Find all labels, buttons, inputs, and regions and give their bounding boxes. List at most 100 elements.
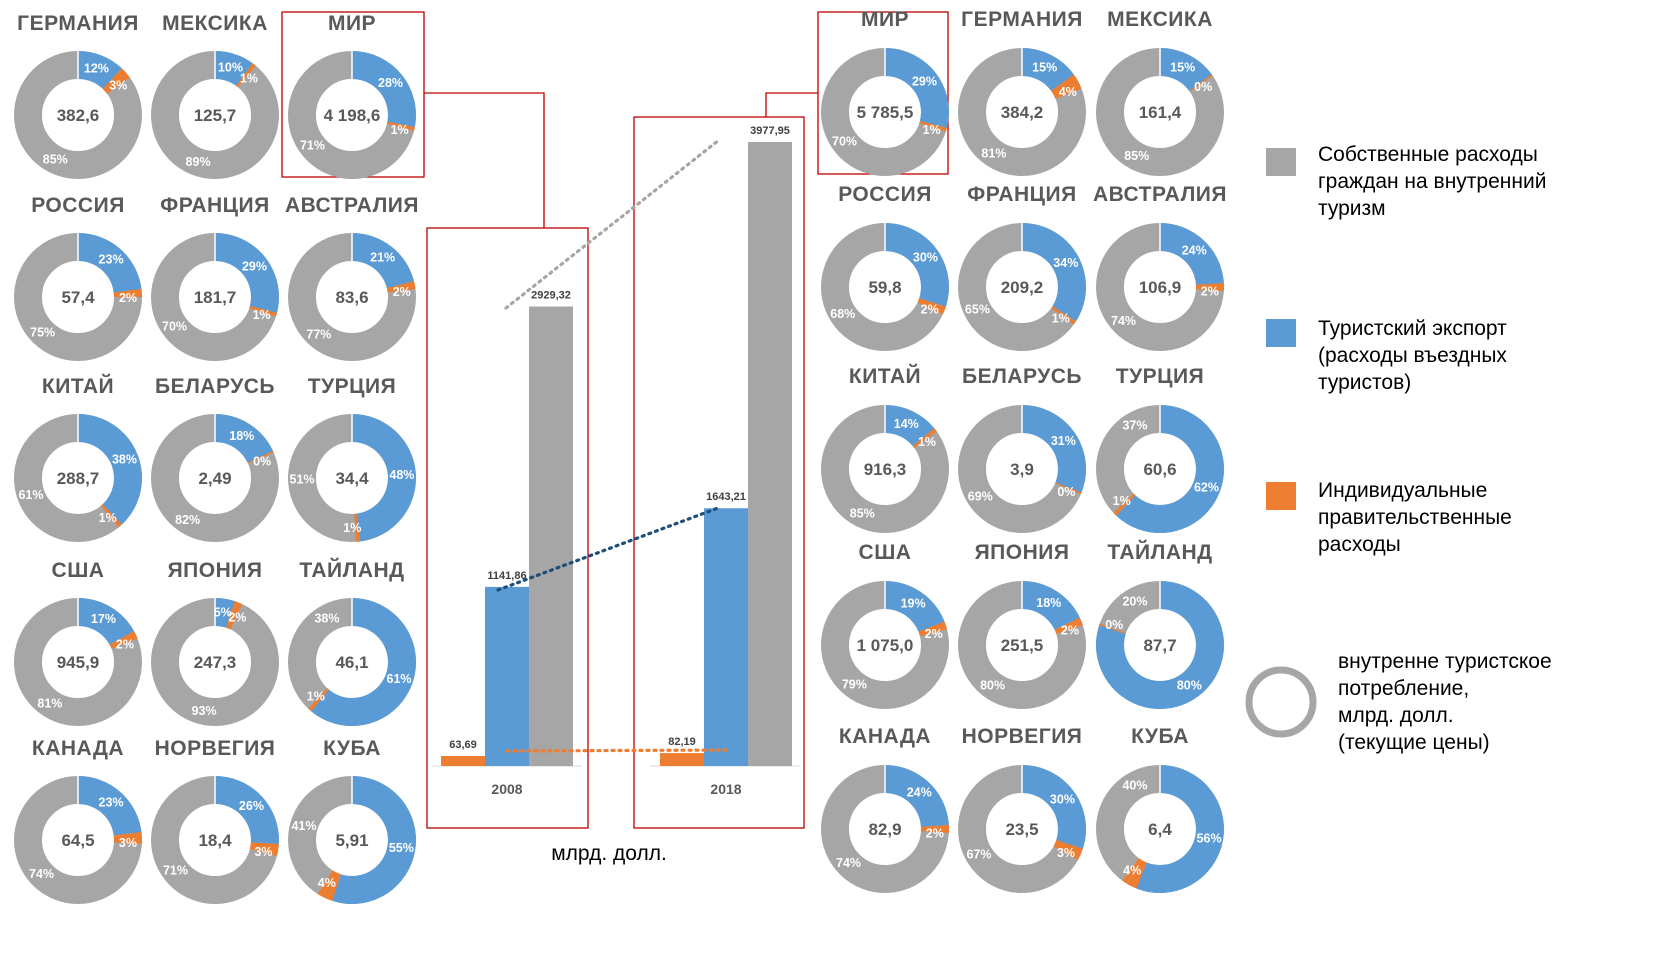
legend-text: Собственные расходы (1318, 143, 1538, 166)
government-slice (1113, 493, 1136, 516)
donut-total-value: 34,4 (335, 469, 369, 488)
bar-value-label: 1141,86 (487, 570, 526, 582)
government-percent: 4% (1123, 864, 1141, 878)
trend-government (505, 748, 729, 753)
government-slice (100, 504, 122, 528)
export-percent: 14% (894, 417, 919, 431)
donut-мексика: МЕКСИКА 125,7 10%1% 89% (151, 12, 279, 179)
government-slice (109, 631, 138, 649)
donut-total-value: 3,9 (1010, 460, 1034, 479)
connector-2018 (765, 92, 818, 117)
donut-country-name: КАНАДА (32, 737, 124, 760)
domestic-percent: 71% (163, 864, 188, 878)
government-slice (919, 120, 947, 132)
export-slice (78, 233, 142, 293)
donut-country-name: БЕЛАРУСЬ (962, 365, 1082, 388)
export-slice (1136, 764, 1224, 893)
donut-япония: ЯПОНИЯ 251,5 18%2% 80% (958, 541, 1086, 709)
donut-китай: КИТАЙ 916,3 14% 1% 85% (821, 364, 949, 533)
donut-германия: ГЕРМАНИЯ 384,2 15%4% 81% (958, 8, 1086, 176)
government-percent: 0% (1194, 80, 1212, 94)
donut-канада: КАНАДА 82,9 24% 2% 74% (821, 725, 950, 893)
export-slice (352, 51, 417, 127)
legend-swatch (1266, 148, 1296, 176)
donut-мир: МИР 4 198,6 28% 1% 71% (288, 12, 417, 179)
domestic-percent: 70% (162, 319, 187, 333)
domestic-percent: 81% (37, 696, 62, 710)
domestic-percent: 74% (1111, 314, 1136, 328)
export-slice (885, 48, 949, 128)
government-slice (249, 305, 277, 317)
legend-text: млрд. долл. (1338, 704, 1454, 727)
government-slice (247, 450, 274, 464)
donut-country-name: ГЕРМАНИЯ (17, 12, 139, 35)
export-percent: 18% (1036, 596, 1061, 610)
export-slice (1022, 48, 1074, 91)
domestic-percent: 75% (30, 325, 55, 339)
legend-swatch (1266, 319, 1296, 347)
donut-турция: ТУРЦИЯ 34,4 48% 1% 51% (288, 375, 417, 542)
domestic-percent: 67% (966, 847, 991, 861)
government-slice (386, 121, 415, 131)
export-percent: 24% (907, 786, 932, 800)
export-percent: 34% (1053, 256, 1078, 270)
donut-total-value: 5,91 (335, 831, 368, 850)
government-percent: 1% (343, 521, 361, 535)
donut-франция: ФРАНЦИЯ 209,2 34% 1% 65% (958, 183, 1086, 351)
donut-россия: РОССИЯ 59,8 30% 2% 68% (821, 183, 949, 351)
legend-item-domestic: Собственные расходы граждан на внутренний… (1266, 143, 1546, 220)
domestic-percent: 71% (300, 139, 325, 153)
government-percent: 4% (318, 876, 336, 890)
export-slice (78, 598, 135, 645)
export-slice (332, 776, 416, 905)
year-2018-frame (633, 116, 805, 829)
government-percent: 2% (119, 291, 137, 305)
government-slice (386, 281, 416, 293)
government-slice (920, 824, 950, 834)
domestic-percent: 74% (29, 867, 54, 881)
donut-total-value: 247,3 (194, 653, 237, 672)
domestic-percent: 89% (186, 155, 211, 169)
donut-total-value: 161,4 (1139, 103, 1182, 122)
donut-мексика: МЕКСИКА 161,4 15% 0% 85% (1096, 8, 1224, 176)
government-percent: 0% (253, 454, 271, 468)
donut-country-name: ЯПОНИЯ (168, 559, 263, 582)
trend-export (496, 506, 720, 592)
government-percent: 2% (1201, 284, 1219, 298)
export-slice (1160, 223, 1224, 285)
bar-government-2008 (441, 756, 485, 766)
donut-country-name: МЕКСИКА (1107, 8, 1213, 31)
export-percent: 10% (218, 60, 243, 74)
bar-value-label: 1643,21 (706, 491, 746, 503)
export-percent: 26% (239, 799, 264, 813)
domestic-percent: 80% (980, 678, 1005, 692)
export-percent: 19% (901, 597, 926, 611)
export-percent: 28% (378, 76, 403, 90)
export-percent: 15% (1032, 60, 1057, 74)
export-percent: 29% (242, 259, 267, 273)
export-slice (1022, 223, 1086, 322)
donut-сша: США 1 075,0 19% 2% 79% (821, 541, 949, 709)
bar-value-label: 63,69 (449, 739, 477, 751)
donut-австралия: АВСТРАЛИЯ 106,9 24% 2% 74% (1093, 183, 1227, 351)
export-percent: 21% (370, 250, 395, 264)
export-percent: 24% (1182, 244, 1207, 258)
year-2008-frame (426, 227, 589, 829)
government-percent: 2% (921, 302, 939, 316)
domestic-percent: 79% (842, 678, 867, 692)
export-slice (885, 581, 945, 632)
government-slice (354, 513, 361, 542)
legend-text: (расходы въездных (1318, 344, 1507, 367)
connector-2008 (424, 92, 545, 228)
export-slice (885, 765, 949, 827)
export-slice (215, 776, 280, 845)
export-percent: 18% (229, 429, 254, 443)
domestic-percent: 69% (968, 490, 993, 504)
government-percent: 0% (1105, 618, 1123, 632)
government-percent: 2% (1061, 624, 1079, 638)
donut-country-name: ТАЙЛАНД (1107, 540, 1212, 564)
bar-value-label: 2929,32 (531, 289, 571, 301)
government-slice (308, 688, 330, 712)
government-percent: 1% (1052, 312, 1070, 326)
